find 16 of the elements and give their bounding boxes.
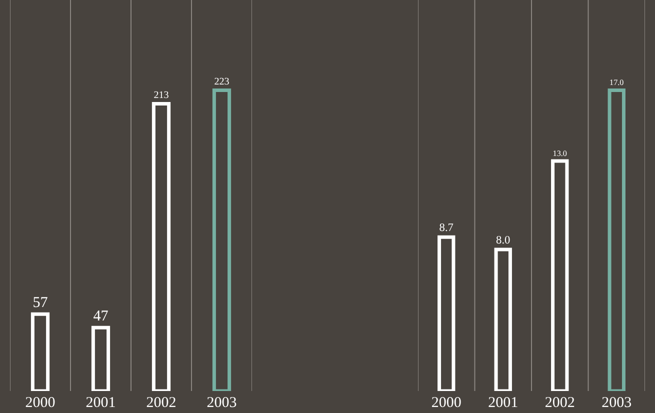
- data-label: 8.7: [439, 222, 454, 234]
- data-label: 17.0: [610, 78, 624, 88]
- data-label: 57: [32, 295, 48, 312]
- data-label: 213: [154, 90, 169, 102]
- x-tick-label: 2001: [488, 395, 518, 411]
- data-label: 223: [214, 76, 230, 88]
- x-tick-label: 2001: [86, 395, 116, 411]
- x-tick-label: 2000: [431, 395, 462, 411]
- x-tick-label: 2002: [146, 395, 176, 411]
- x-tick-label: 2002: [544, 395, 575, 411]
- x-tick-label: 2003: [602, 395, 632, 411]
- x-tick-label: 2003: [206, 395, 237, 411]
- data-label: 13.0: [552, 148, 567, 158]
- x-tick-label: 2000: [25, 395, 56, 411]
- data-label: 8.0: [496, 234, 511, 246]
- data-label: 47: [93, 308, 109, 325]
